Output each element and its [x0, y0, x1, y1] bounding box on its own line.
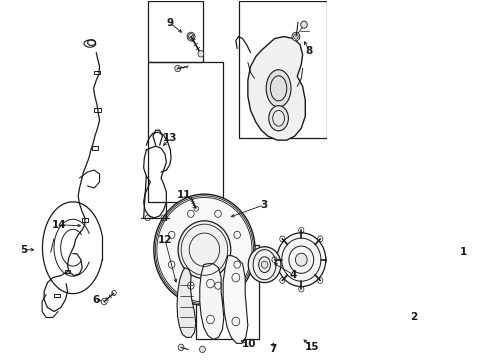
Circle shape: [300, 21, 306, 28]
Text: 3: 3: [260, 200, 267, 210]
Circle shape: [199, 346, 205, 352]
Text: 14: 14: [52, 220, 67, 230]
Ellipse shape: [268, 106, 288, 131]
Bar: [238, 1, 326, 138]
Bar: [64, 270, 70, 274]
Text: 5: 5: [20, 245, 28, 255]
Text: 10: 10: [242, 339, 256, 349]
Circle shape: [463, 259, 472, 270]
Text: 1: 1: [458, 247, 466, 257]
Circle shape: [295, 253, 306, 266]
Text: 15: 15: [304, 342, 319, 352]
Circle shape: [174, 65, 180, 72]
Circle shape: [178, 221, 230, 279]
Text: 9: 9: [166, 18, 173, 28]
Circle shape: [178, 344, 183, 351]
Text: 13: 13: [163, 133, 177, 143]
Bar: [196, 245, 259, 338]
Polygon shape: [200, 264, 224, 339]
Bar: [148, 62, 223, 202]
Text: 6: 6: [92, 294, 99, 305]
Text: 2: 2: [409, 312, 416, 323]
Text: 4: 4: [289, 270, 296, 280]
Circle shape: [291, 32, 299, 41]
Ellipse shape: [265, 70, 290, 107]
Polygon shape: [177, 268, 195, 337]
Bar: [148, 1, 202, 62]
Circle shape: [198, 50, 203, 57]
Polygon shape: [223, 256, 247, 343]
Bar: [94, 108, 101, 112]
Circle shape: [261, 261, 267, 268]
Circle shape: [276, 233, 325, 287]
Bar: [93, 71, 100, 74]
Bar: [81, 218, 88, 222]
Circle shape: [154, 194, 255, 305]
Text: 8: 8: [305, 45, 312, 55]
Bar: [54, 294, 60, 297]
Circle shape: [248, 247, 280, 283]
Circle shape: [187, 32, 195, 41]
Polygon shape: [247, 37, 305, 140]
Bar: [91, 146, 98, 150]
Circle shape: [445, 240, 488, 289]
Text: 7: 7: [269, 345, 276, 354]
Text: 12: 12: [158, 235, 172, 245]
Text: 11: 11: [177, 190, 191, 200]
